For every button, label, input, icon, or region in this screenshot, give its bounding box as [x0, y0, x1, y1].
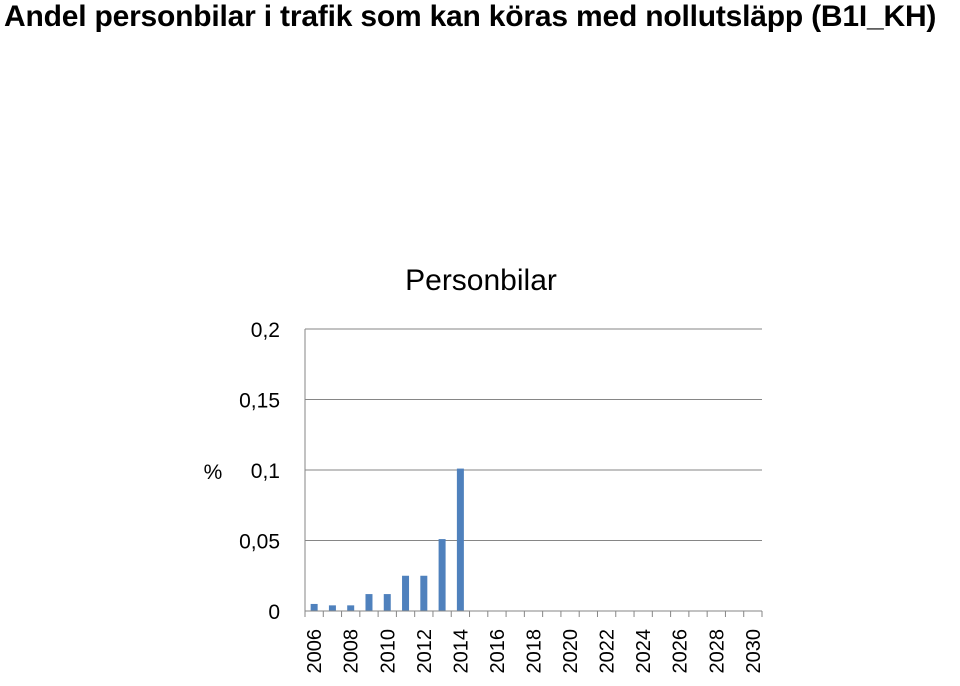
y-tick-label: 0,05: [239, 531, 280, 554]
x-tick-label: 2026: [670, 629, 692, 674]
x-tick-label: 2008: [341, 629, 363, 674]
x-tick-label: 2020: [560, 629, 582, 674]
bars: [310, 468, 464, 611]
bar-2009: [365, 594, 373, 611]
bar-2006: [310, 603, 318, 611]
y-tick-label: 0: [268, 601, 280, 624]
bar-2012: [420, 575, 428, 611]
page-title: Andel personbilar i trafik som kan köras…: [4, 0, 937, 33]
gridlines: [305, 328, 762, 541]
y-tick-label: 0,15: [239, 390, 280, 413]
x-tick-label: 2018: [524, 629, 546, 674]
x-tick-label: 2030: [743, 629, 765, 674]
x-tick-label: 2024: [633, 629, 655, 674]
x-tick-label: 2014: [450, 629, 472, 674]
x-tick-label: 2006: [304, 629, 326, 674]
chart-title: Personbilar: [405, 264, 557, 297]
bar-2011: [402, 575, 410, 611]
bar-2008: [347, 605, 355, 611]
bar-2007: [328, 605, 336, 611]
bar-2010: [383, 594, 391, 611]
x-tick-label: 2016: [487, 629, 509, 674]
x-tick-label: 2022: [597, 629, 619, 674]
y-axis-label: %: [204, 461, 223, 484]
axes: [304, 329, 763, 617]
bar-2014: [456, 468, 464, 611]
x-tick-label: 2028: [706, 629, 728, 674]
x-tick-labels: 2006 2008 2010 2012 2014 2016 2018 2020 2022 2024…: [304, 629, 765, 674]
y-tick-label: 0,1: [251, 460, 280, 483]
x-tick-label: 2010: [377, 629, 399, 674]
y-tick-label: 0,2: [251, 319, 280, 342]
bar-2013: [438, 539, 446, 611]
x-tick-label: 2012: [414, 629, 436, 674]
y-tick-labels: 0 0,05 0,1 0,15 0,2: [239, 319, 280, 624]
